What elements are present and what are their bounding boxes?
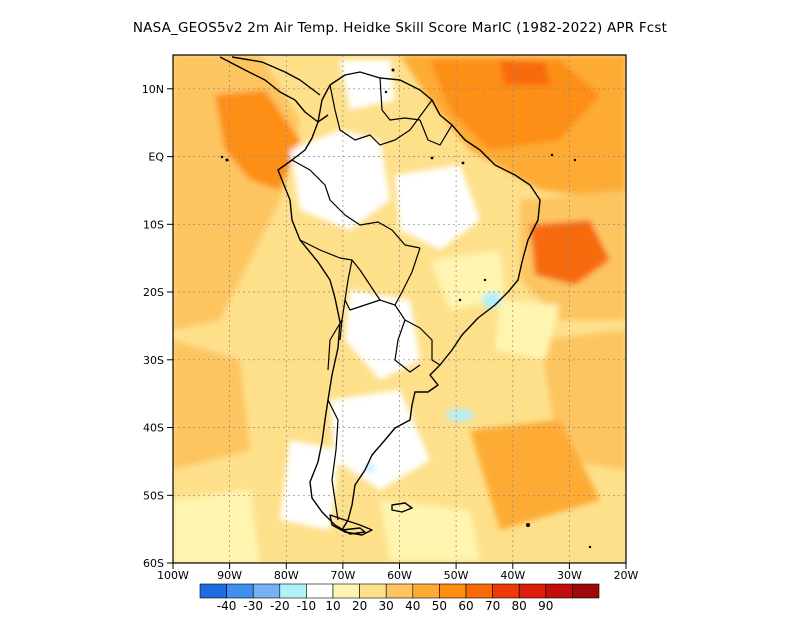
colorbar-label: 40 xyxy=(405,599,420,613)
lon-tick-label: 90W xyxy=(217,569,242,582)
lat-tick-label: 10N xyxy=(142,83,164,96)
lat-tick-label: 40S xyxy=(143,422,164,435)
field-white-amazon-east xyxy=(395,165,480,250)
field-blue-patch-2 xyxy=(446,409,474,421)
lat-tick-label: EQ xyxy=(148,151,164,164)
colorbar-label: -20 xyxy=(270,599,290,613)
colorbar-label: 80 xyxy=(512,599,527,613)
lon-tick-label: 40W xyxy=(500,569,525,582)
colorbar-label: 50 xyxy=(432,599,447,613)
colorbar-swatch xyxy=(439,583,467,599)
colorbar-swatch xyxy=(385,583,414,599)
islands xyxy=(220,68,592,549)
lat-tick-label: 60S xyxy=(143,557,164,570)
colorbar-swatch xyxy=(465,583,493,599)
colorbar-label: 60 xyxy=(458,599,473,613)
colorbar-swatch xyxy=(412,583,440,599)
colorbar-swatch xyxy=(572,583,600,599)
field-hot-caribbean xyxy=(430,60,600,150)
lon-tick-label: 30W xyxy=(557,569,582,582)
tierra-del-fuego xyxy=(329,514,373,536)
lat-axis: 10N EQ 10S 20S 30S 40S 50S 60S xyxy=(142,83,173,570)
lat-tick-label: 30S xyxy=(143,354,164,367)
field-atlantic-far-south xyxy=(470,420,600,530)
colorbar-swatch xyxy=(332,583,360,599)
colorbar: -40 -30 -20 -10 10 20 30 40 50 60 70 80 90 xyxy=(199,583,600,613)
colorbar-label: -40 xyxy=(217,599,237,613)
colorbar-label: 90 xyxy=(538,599,553,613)
lat-tick-label: 50S xyxy=(143,489,164,502)
colorbar-swatch xyxy=(226,583,254,599)
lon-tick-label: 70W xyxy=(330,569,355,582)
field-hot-pacific xyxy=(215,90,300,190)
colorbar-label: -30 xyxy=(243,599,263,613)
field-white-chaco xyxy=(345,290,420,380)
colorbar-label: 30 xyxy=(379,599,394,613)
colorbar-label: 70 xyxy=(485,599,500,613)
coastlines xyxy=(219,56,541,536)
field-pacific-south xyxy=(173,340,250,470)
colorbar-label: -10 xyxy=(297,599,317,613)
lon-tick-label: 60W xyxy=(387,569,412,582)
map-title: NASA_GEOS5v2 2m Air Temp. Heidke Skill S… xyxy=(132,20,668,36)
colorbar-swatch xyxy=(279,583,307,599)
colorbar-swatch xyxy=(359,583,387,599)
field-pale-atlantic xyxy=(495,300,560,360)
country-borders xyxy=(291,77,453,521)
colorbar-swatch xyxy=(518,583,547,599)
field-white-patagonia xyxy=(330,390,430,490)
lat-tick-label: 10S xyxy=(143,218,164,231)
field-hot-ne-brazil xyxy=(530,220,610,285)
lon-tick-label: 50W xyxy=(444,569,469,582)
field-white-amazon-west xyxy=(290,130,390,230)
lat-tick-label: 20S xyxy=(143,286,164,299)
lon-tick-label: 100W xyxy=(157,569,189,582)
field-pale-south xyxy=(380,500,480,560)
south-america-coast xyxy=(277,71,541,535)
colorbar-swatch xyxy=(252,583,281,599)
field-hot-north xyxy=(500,60,550,85)
colorbar-swatch xyxy=(199,583,227,599)
central-america-coast xyxy=(219,56,329,123)
colorbar-label: 10 xyxy=(325,599,340,613)
skill-field xyxy=(173,55,626,563)
lon-axis: 100W 90W 80W 70W 60W 50W 40W 30W 20W xyxy=(157,563,639,582)
colorbar-label: 20 xyxy=(352,599,367,613)
colorbar-swatch xyxy=(492,583,520,599)
colorbar-swatch xyxy=(545,583,573,599)
lon-tick-label: 80W xyxy=(274,569,299,582)
field-pale-southwest xyxy=(173,490,260,563)
colorbar-swatch xyxy=(306,583,334,599)
gridlines xyxy=(173,55,626,563)
falkland-islands xyxy=(391,502,413,513)
lon-tick-label: 20W xyxy=(614,569,639,582)
field-blue-patch-1 xyxy=(482,292,502,308)
